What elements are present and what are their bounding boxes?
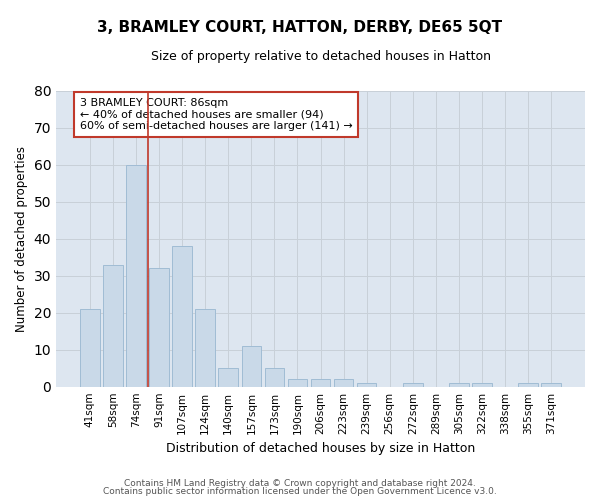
Bar bbox=[311, 380, 331, 386]
Bar bbox=[149, 268, 169, 386]
Bar bbox=[80, 309, 100, 386]
Bar bbox=[449, 383, 469, 386]
Text: Contains HM Land Registry data © Crown copyright and database right 2024.: Contains HM Land Registry data © Crown c… bbox=[124, 478, 476, 488]
Y-axis label: Number of detached properties: Number of detached properties bbox=[15, 146, 28, 332]
Bar bbox=[196, 309, 215, 386]
Bar bbox=[518, 383, 538, 386]
Bar bbox=[334, 380, 353, 386]
Bar bbox=[172, 246, 192, 386]
Bar bbox=[287, 380, 307, 386]
Bar bbox=[242, 346, 261, 387]
Text: Contains public sector information licensed under the Open Government Licence v3: Contains public sector information licen… bbox=[103, 487, 497, 496]
Bar bbox=[103, 264, 123, 386]
Title: Size of property relative to detached houses in Hatton: Size of property relative to detached ho… bbox=[151, 50, 491, 63]
Bar bbox=[265, 368, 284, 386]
Bar bbox=[472, 383, 492, 386]
Bar bbox=[218, 368, 238, 386]
Bar bbox=[126, 164, 146, 386]
Bar bbox=[541, 383, 561, 386]
Text: 3, BRAMLEY COURT, HATTON, DERBY, DE65 5QT: 3, BRAMLEY COURT, HATTON, DERBY, DE65 5Q… bbox=[97, 20, 503, 35]
Bar bbox=[403, 383, 422, 386]
X-axis label: Distribution of detached houses by size in Hatton: Distribution of detached houses by size … bbox=[166, 442, 475, 455]
Bar bbox=[357, 383, 376, 386]
Text: 3 BRAMLEY COURT: 86sqm
← 40% of detached houses are smaller (94)
60% of semi-det: 3 BRAMLEY COURT: 86sqm ← 40% of detached… bbox=[80, 98, 352, 131]
